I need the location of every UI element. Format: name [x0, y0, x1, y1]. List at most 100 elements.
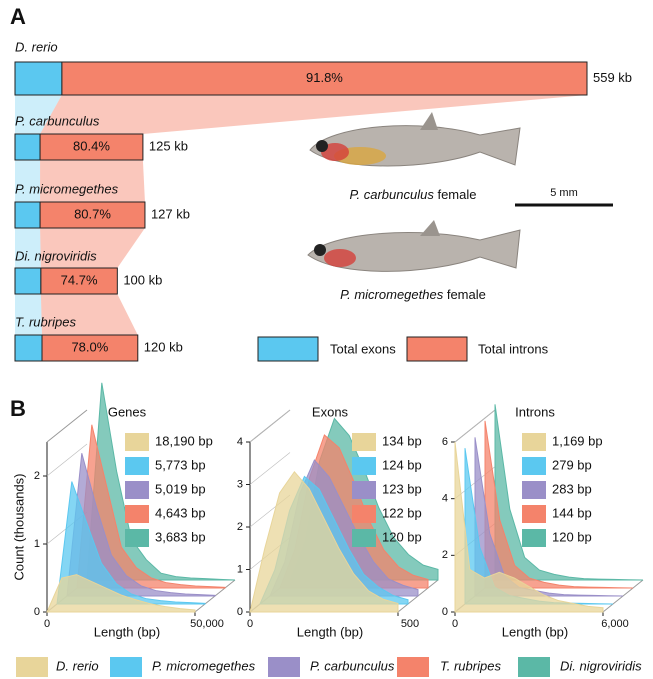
median-label: 144 bp — [552, 505, 592, 520]
y-tick-label: 2 — [34, 470, 40, 482]
median-label: 283 bp — [552, 481, 592, 496]
median-swatch — [522, 481, 546, 499]
sex: female — [447, 287, 486, 302]
value-label: 74.7% — [61, 272, 98, 287]
exon-bar — [15, 62, 62, 95]
value-label: 80.7% — [74, 206, 111, 221]
category-label: P. carbunculus — [15, 113, 100, 128]
median-swatch — [352, 529, 376, 547]
category-label: Di. nigroviridis — [15, 248, 97, 263]
median-label: 4,643 bp — [155, 505, 206, 520]
legend-swatch — [518, 657, 550, 677]
total-label: 120 kb — [144, 339, 183, 354]
legend-label: T. rubripes — [440, 658, 501, 673]
panel-label: B — [10, 396, 26, 421]
total-label: 127 kb — [151, 206, 190, 221]
median-swatch — [522, 529, 546, 547]
category-label: P. micromegethes — [15, 181, 119, 196]
median-swatch — [125, 481, 149, 499]
legend-label: P. carbunculus — [310, 658, 395, 673]
exon-bar — [15, 335, 42, 361]
median-label: 5,773 bp — [155, 457, 206, 472]
y-tick-label: 6 — [442, 436, 448, 448]
fish-caption: P. micromegethes female — [340, 287, 486, 302]
median-swatch — [522, 505, 546, 523]
median-label: 120 bp — [382, 529, 422, 544]
exon-bar — [15, 268, 41, 294]
exon-bar — [15, 202, 40, 228]
fish-caption: P. carbunculus female — [350, 187, 477, 202]
y-tick-label: 0 — [34, 606, 40, 618]
chart-title: Exons — [312, 404, 349, 419]
median-label: 134 bp — [382, 433, 422, 448]
sex: female — [437, 187, 476, 202]
legend-label: Di. nigroviridis — [560, 658, 642, 673]
x-tick-label: 500 — [401, 618, 419, 630]
x-tick-label: 50,000 — [190, 618, 224, 630]
exon-bar — [15, 134, 40, 160]
median-swatch — [352, 481, 376, 499]
chart-title: Introns — [515, 404, 555, 419]
median-label: 124 bp — [382, 457, 422, 472]
connector — [40, 95, 587, 134]
scale-bar-label: 5 mm — [550, 187, 578, 199]
species: P. micromegethes — [340, 287, 444, 302]
median-swatch — [522, 457, 546, 475]
median-swatch — [352, 433, 376, 451]
grid-line — [250, 410, 290, 442]
category-label: D. rerio — [15, 39, 58, 54]
median-label: 5,019 bp — [155, 481, 206, 496]
median-swatch — [125, 433, 149, 451]
y-tick-label: 1 — [237, 563, 243, 575]
legend-swatch — [407, 337, 467, 361]
x-tick-label: 0 — [247, 618, 253, 630]
x-axis-label: Length (bp) — [297, 624, 364, 639]
y-tick-label: 0 — [237, 606, 243, 618]
median-label: 123 bp — [382, 481, 422, 496]
x-tick-label: 6,000 — [601, 618, 629, 630]
legend-label: D. rerio — [56, 658, 99, 673]
median-swatch — [125, 529, 149, 547]
legend-swatch — [397, 657, 429, 677]
grid-line — [250, 453, 290, 485]
value-label: 80.4% — [73, 138, 110, 153]
legend-swatch — [16, 657, 48, 677]
y-tick-label: 2 — [442, 549, 448, 561]
legend-label: Total introns — [478, 341, 549, 356]
value-label: 78.0% — [71, 339, 108, 354]
legend-label: Total exons — [330, 341, 396, 356]
value-label: 91.8% — [306, 70, 343, 85]
y-tick-label: 2 — [237, 521, 243, 533]
category-label: T. rubripes — [15, 314, 76, 329]
depth-axis — [47, 410, 87, 442]
legend-swatch — [268, 657, 300, 677]
y-tick-label: 4 — [237, 436, 243, 448]
total-label: 559 kb — [593, 70, 632, 85]
median-label: 18,190 bp — [155, 433, 213, 448]
median-swatch — [522, 433, 546, 451]
y-tick-label: 1 — [34, 538, 40, 550]
median-label: 1,169 bp — [552, 433, 603, 448]
median-label: 279 bp — [552, 457, 592, 472]
median-swatch — [125, 505, 149, 523]
x-tick-label: 0 — [44, 618, 50, 630]
species: P. carbunculus — [350, 187, 435, 202]
y-tick-label: 0 — [442, 606, 448, 618]
median-swatch — [125, 457, 149, 475]
median-swatch — [352, 457, 376, 475]
y-tick-label: 4 — [442, 493, 448, 505]
median-label: 120 bp — [552, 529, 592, 544]
panel-label: A — [10, 4, 26, 29]
legend-swatch — [110, 657, 142, 677]
y-axis-label: Count (thousands) — [11, 474, 26, 581]
total-label: 125 kb — [149, 138, 188, 153]
legend-label: P. micromegethes — [152, 658, 256, 673]
total-label: 100 kb — [123, 272, 162, 287]
grid-line — [455, 410, 495, 442]
legend-swatch — [258, 337, 318, 361]
median-label: 122 bp — [382, 505, 422, 520]
median-swatch — [352, 505, 376, 523]
x-axis-label: Length (bp) — [94, 624, 161, 639]
median-label: 3,683 bp — [155, 529, 206, 544]
y-tick-label: 3 — [237, 478, 243, 490]
